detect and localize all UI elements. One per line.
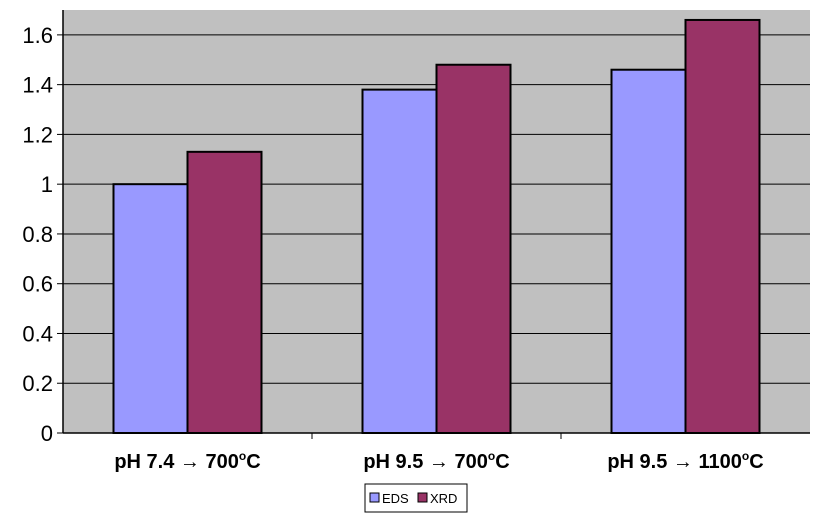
category-label-degree: o — [488, 449, 495, 463]
bar-eds-3 — [610, 68, 687, 434]
category-label-degree: o — [742, 449, 749, 463]
y-tick-label: 1.2 — [22, 122, 53, 147]
legend-box — [364, 483, 468, 513]
bar-eds-1 — [112, 183, 189, 434]
legend-label-xrd: XRD — [430, 491, 457, 506]
y-tick-label: 0.6 — [22, 272, 53, 297]
category-labels: pH 7.4 → 700oC pH 9.5 → 700oC pH 9.5 → 110… — [114, 449, 763, 473]
category-label-unit: C — [246, 451, 260, 473]
legend: EDS XRD — [364, 483, 468, 513]
category-label-unit: C — [495, 451, 509, 473]
category-label-unit: C — [749, 451, 763, 473]
y-tick-label: 0.8 — [22, 222, 53, 247]
y-tick-labels: 0 0.2 0.4 0.6 0.8 1 1.2 1.4 1.6 — [22, 23, 53, 446]
category-label: pH 7.4 → 700oC — [114, 449, 260, 473]
y-tick-label: 1 — [41, 172, 53, 197]
axes — [57, 10, 810, 439]
y-tick-label: 0.2 — [22, 371, 53, 396]
bar-xrd-2 — [435, 63, 512, 434]
legend-swatch-xrd — [417, 492, 428, 503]
category-label: pH 9.5 → 700oC — [363, 449, 509, 473]
y-tick-label: 0.4 — [22, 321, 53, 346]
category-label-main: pH 7.4 → 700 — [114, 451, 239, 473]
bar-eds-2 — [361, 88, 438, 434]
bars — [112, 18, 761, 434]
category-label-main: pH 9.5 → 700 — [363, 451, 488, 473]
y-tick-label: 1.4 — [22, 73, 53, 98]
y-tick-label: 0 — [41, 421, 53, 446]
legend-label-eds: EDS — [382, 491, 409, 506]
category-label: pH 9.5 → 1100oC — [607, 449, 763, 473]
y-tick-label: 1.6 — [22, 23, 53, 48]
category-label-main: pH 9.5 → 1100 — [607, 451, 742, 473]
bar-xrd-3 — [684, 18, 761, 434]
bar-xrd-1 — [186, 150, 263, 434]
legend-swatch-eds — [369, 492, 380, 503]
category-label-degree: o — [239, 449, 246, 463]
